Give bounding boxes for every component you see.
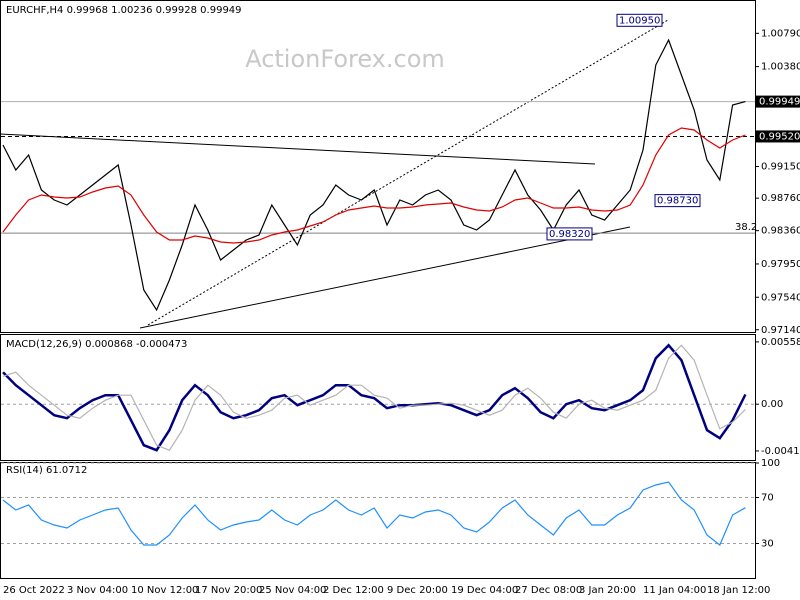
y-tick-label: 0.97540 — [761, 292, 800, 303]
x-tick-label: 2 Dec 12:00 — [323, 585, 384, 596]
rsi-title: RSI(14) 61.0712 — [6, 465, 87, 476]
series-line — [2, 38, 746, 312]
y-tick-label: 0.00 — [761, 399, 783, 410]
annotation-label: 0.98730 — [657, 196, 698, 207]
y-tick-label: 0.98360 — [761, 226, 800, 237]
x-tick-label: 3 Nov 04:00 — [67, 585, 128, 596]
macd-title: MACD(12,26,9) 0.000868 -0.000473 — [6, 339, 187, 350]
annotation-box — [546, 227, 593, 241]
fib-label: 38.2 — [735, 222, 757, 233]
y-tick-label: 70 — [761, 493, 774, 504]
y-tick-label: 0.97140 — [761, 325, 800, 336]
y-tick-label: 1.00380 — [761, 62, 800, 73]
rsi-panel-frame — [0, 462, 756, 579]
x-tick-label: 3 Jan 20:00 — [579, 585, 636, 596]
price-label: 0.99520 — [759, 131, 800, 142]
trend-line — [147, 19, 669, 326]
annotation-box — [616, 13, 663, 27]
series-line — [2, 127, 746, 244]
trend-line — [139, 226, 631, 329]
series-line — [2, 343, 747, 452]
y-tick-label: -0.004188 — [761, 446, 800, 457]
y-tick-label: 0.005582 — [761, 337, 800, 348]
annotation-label: 0.98320 — [549, 229, 590, 240]
y-tick-label: 0.99150 — [761, 162, 800, 173]
x-tick-label: 18 Jan 12:00 — [707, 585, 770, 596]
x-tick-label: 27 Dec 08:00 — [515, 585, 582, 596]
trend-line — [0, 133, 596, 165]
price-label: 0.99949 — [759, 97, 800, 108]
x-tick-label: 19 Dec 04:00 — [451, 585, 518, 596]
x-tick-label: 25 Nov 04:00 — [259, 585, 326, 596]
x-tick-label: 26 Oct 2022 — [3, 585, 65, 596]
price-label-box — [756, 130, 800, 143]
x-tick-label: 11 Jan 04:00 — [643, 585, 706, 596]
price-title: EURCHF,H4 0.99968 1.00236 0.99928 0.9994… — [6, 5, 242, 16]
annotation-label: 1.00950 — [619, 15, 660, 26]
x-tick-label: 10 Nov 12:00 — [131, 585, 198, 596]
macd-panel-frame — [0, 334, 756, 461]
price-label-box — [756, 95, 800, 108]
x-tick-label: 17 Nov 20:00 — [195, 585, 262, 596]
series-line — [2, 481, 746, 546]
x-tick-label: 9 Dec 20:00 — [387, 585, 448, 596]
y-tick-label: 0.98760 — [761, 193, 800, 204]
series-line — [2, 344, 746, 451]
annotation-box — [654, 194, 701, 208]
y-tick-label: 30 — [761, 539, 774, 550]
y-tick-label: 0.97950 — [761, 259, 800, 270]
y-tick-label: 1.00790 — [761, 28, 800, 39]
y-tick-label: 100 — [761, 458, 780, 469]
watermark: ActionForex.com — [245, 45, 445, 73]
